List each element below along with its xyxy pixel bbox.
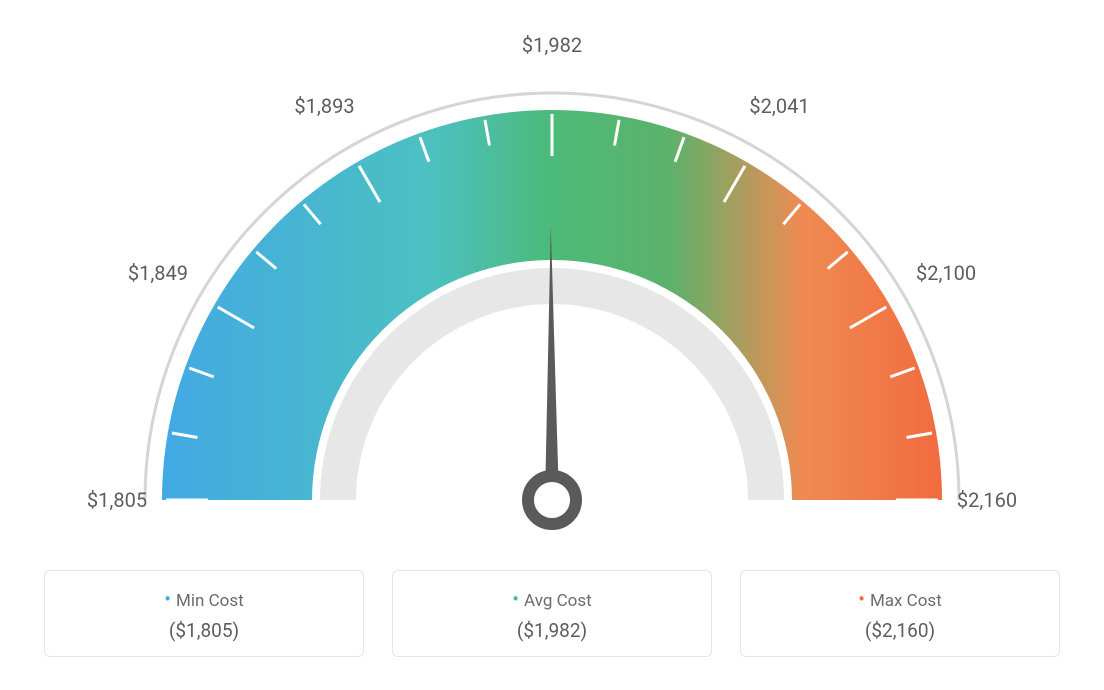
chart-container: $1,805 $1,849 $1,893 $1,982 $2,041 $2,100 $2,1… [0, 0, 1104, 690]
summary-value-max: ($2,160) [751, 619, 1049, 642]
summary-title-min: Min Cost [55, 587, 353, 611]
summary-value-avg: ($1,982) [403, 619, 701, 642]
gauge-tick-label: $2,041 [749, 94, 809, 118]
gauge-tick-label: $1,849 [128, 261, 188, 285]
summary-card-avg: Avg Cost ($1,982) [392, 570, 712, 657]
summary-title-max: Max Cost [751, 587, 1049, 611]
gauge-area: $1,805 $1,849 $1,893 $1,982 $2,041 $2,100 $2,1… [0, 0, 1104, 560]
gauge-tick-label: $1,982 [522, 33, 582, 57]
summary-title-avg: Avg Cost [403, 587, 701, 611]
gauge-tick-label: $1,805 [87, 488, 147, 512]
summary-value-min: ($1,805) [55, 619, 353, 642]
summary-card-max: Max Cost ($2,160) [740, 570, 1060, 657]
summary-row: Min Cost ($1,805) Avg Cost ($1,982) Max … [0, 570, 1104, 657]
gauge-tick-label: $1,893 [294, 94, 354, 118]
gauge-tick-label: $2,160 [957, 488, 1017, 512]
gauge-tick-label: $2,100 [916, 261, 976, 285]
summary-card-min: Min Cost ($1,805) [44, 570, 364, 657]
